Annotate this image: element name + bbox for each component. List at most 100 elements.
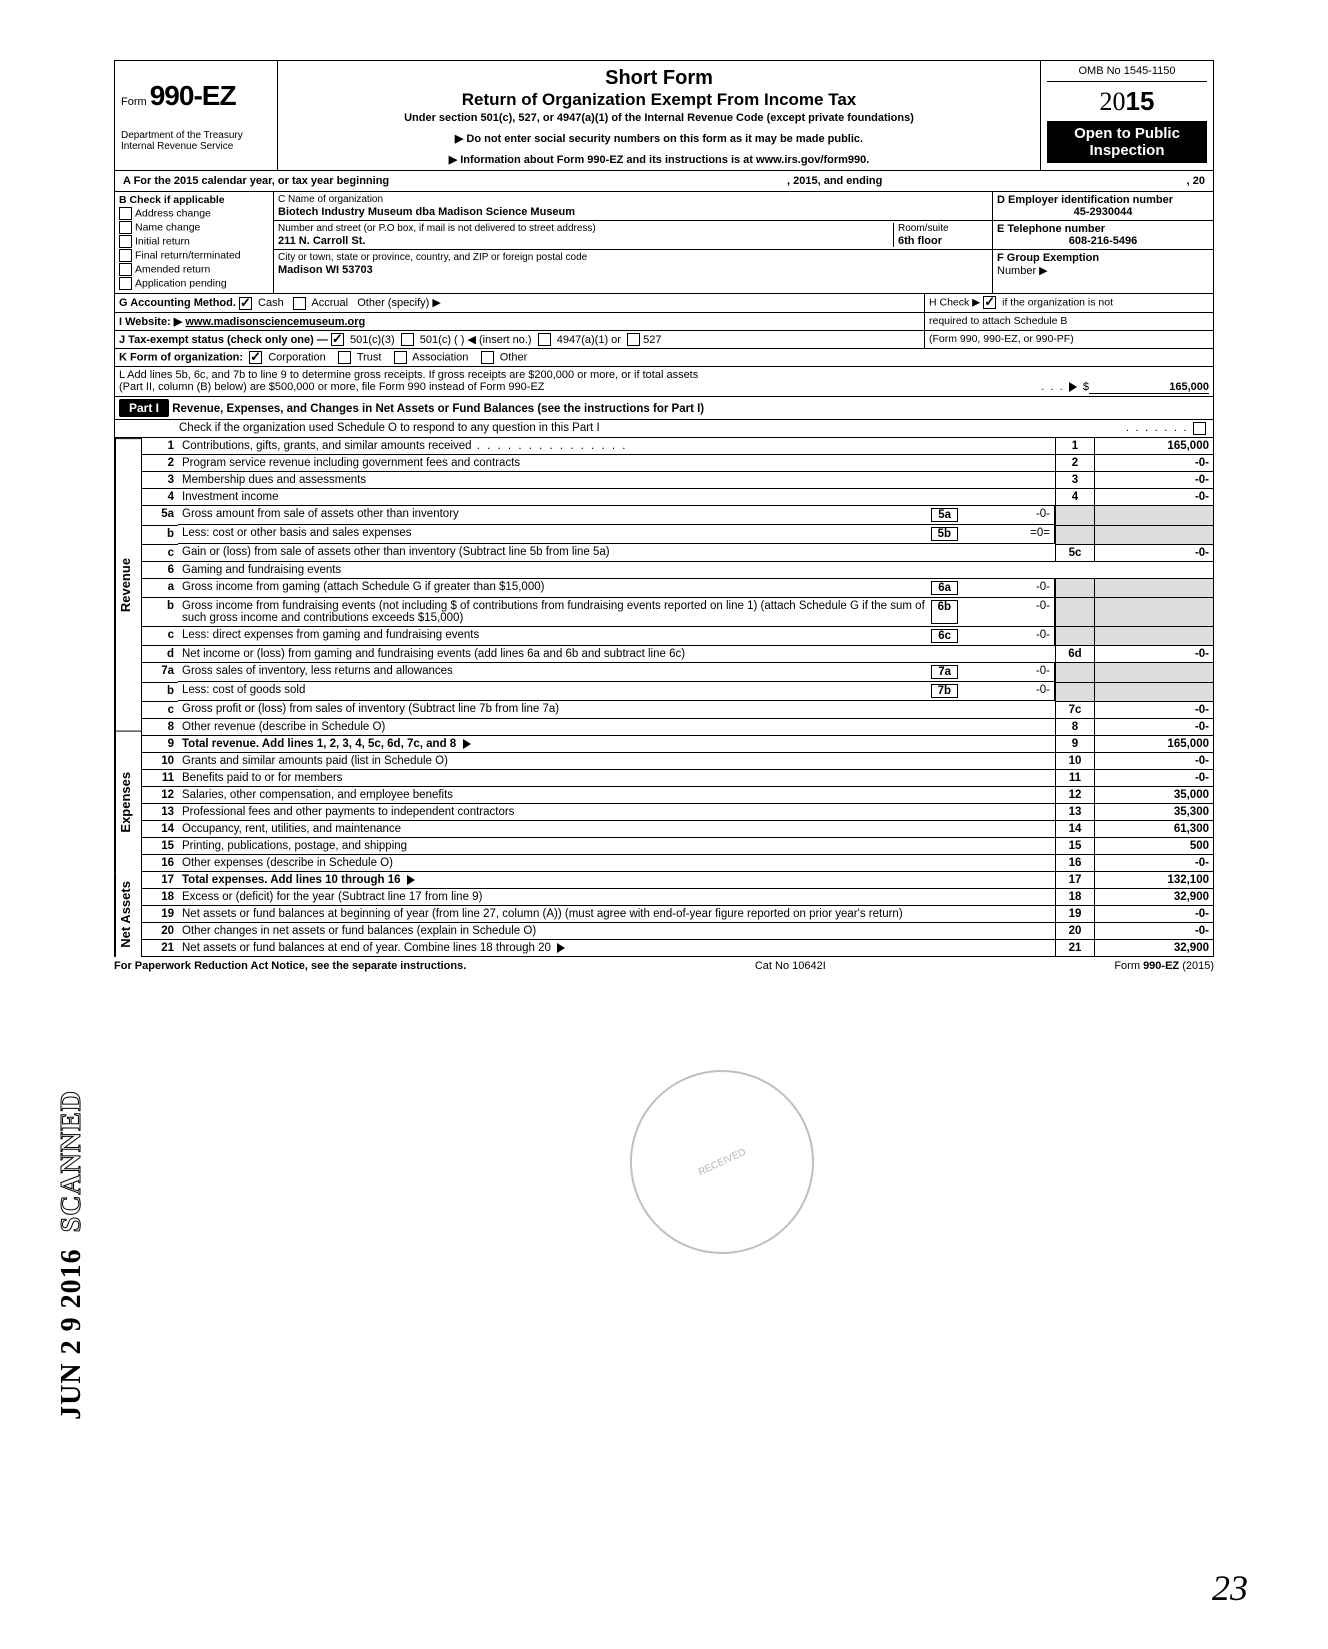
h-text2: if the organization is not <box>1002 296 1113 308</box>
chk-address-change[interactable]: Address change <box>119 207 269 220</box>
table-row: 1Contributions, gifts, grants, and simil… <box>142 438 1214 455</box>
footer-right: Form 990-EZ (2015) <box>1114 960 1214 972</box>
arrow-icon <box>1069 382 1077 392</box>
row-a-mid: , 2015, and ending <box>787 175 882 187</box>
part1-badge: Part I <box>119 399 169 417</box>
table-row: 21Net assets or fund balances at end of … <box>142 939 1214 956</box>
e-val: 608-216-5496 <box>997 235 1209 247</box>
row-k: K Form of organization: Corporation Trus… <box>114 349 1214 367</box>
table-row: 4Investment income4-0- <box>142 489 1214 506</box>
title-shortform: Short Form <box>284 67 1034 90</box>
d-label: D Employer identification number <box>997 194 1173 206</box>
dept-line2: Internal Revenue Service <box>121 141 271 152</box>
col-c: C Name of organization Biotech Industry … <box>274 192 992 293</box>
chk-name-change[interactable]: Name change <box>119 221 269 234</box>
footer-left: For Paperwork Reduction Act Notice, see … <box>114 960 466 972</box>
chk-amended-return[interactable]: Amended return <box>119 263 269 276</box>
b-label: B Check if applicable <box>119 194 225 206</box>
title-return: Return of Organization Exempt From Incom… <box>284 90 1034 110</box>
chk-501c[interactable] <box>401 333 414 346</box>
table-row: cGross profit or (loss) from sales of in… <box>142 701 1214 718</box>
omb-number: OMB No 1545-1150 <box>1047 65 1207 82</box>
subtitle: Under section 501(c), 527, or 4947(a)(1)… <box>284 112 1034 124</box>
header-mid: Short Form Return of Organization Exempt… <box>278 61 1041 170</box>
row-j: J Tax-exempt status (check only one) — 5… <box>114 331 1214 350</box>
table-row: 19Net assets or fund balances at beginni… <box>142 905 1214 922</box>
c-name-label: C Name of organization <box>278 194 988 205</box>
c-addr: 211 N. Carroll St. <box>278 235 893 247</box>
table-row: 8Other revenue (describe in Schedule O)8… <box>142 718 1214 735</box>
table-row: 17Total expenses. Add lines 10 through 1… <box>142 871 1214 888</box>
g-label: G Accounting Method. <box>119 297 236 309</box>
scanned-stamp: JUN 2 9 2016 SCANNED <box>58 1090 86 1420</box>
footer: For Paperwork Reduction Act Notice, see … <box>114 957 1214 975</box>
header-right: OMB No 1545-1150 2015 Open to Public Ins… <box>1041 61 1213 170</box>
label-revenue: Revenue <box>115 438 141 731</box>
side-labels: Revenue Expenses Net Assets <box>115 438 141 957</box>
chk-h[interactable] <box>983 296 996 309</box>
table-row: 12Salaries, other compensation, and empl… <box>142 786 1214 803</box>
chk-assoc[interactable] <box>394 351 407 364</box>
lines-container: Revenue Expenses Net Assets 1Contributio… <box>114 438 1214 957</box>
table-row: dNet income or (loss) from gaming and fu… <box>142 646 1214 663</box>
chk-accrual[interactable] <box>293 297 306 310</box>
chk-527[interactable] <box>627 333 640 346</box>
dept-line1: Department of the Treasury <box>121 130 271 141</box>
chk-part1-scho[interactable] <box>1193 422 1206 435</box>
table-row: cGain or (loss) from sale of assets othe… <box>142 544 1214 561</box>
open-to-public: Open to Public Inspection <box>1047 121 1207 163</box>
table-row: 2Program service revenue including gover… <box>142 455 1214 472</box>
part1-header-row: Part I Revenue, Expenses, and Changes in… <box>114 397 1214 420</box>
h-text4: (Form 990, 990-EZ, or 990-PF) <box>929 333 1074 345</box>
row-gh: G Accounting Method. Cash Accrual Other … <box>114 294 1214 313</box>
row-a-right: , 20 <box>1187 175 1205 187</box>
table-row: bLess: cost of goods sold7b-0- <box>142 682 1214 701</box>
chk-trust[interactable] <box>338 351 351 364</box>
table-row: 15Printing, publications, postage, and s… <box>142 837 1214 854</box>
i-label: I Website: ▶ <box>119 316 182 328</box>
table-row: bLess: cost or other basis and sales exp… <box>142 525 1214 544</box>
i-val: www.madisonsciencemuseum.org <box>185 316 365 328</box>
h-text3: required to attach Schedule B <box>929 315 1067 327</box>
l-text1: L Add lines 5b, 6c, and 7b to line 9 to … <box>119 369 1209 381</box>
arrow-icon <box>463 739 471 749</box>
form-prefix: Form <box>121 96 147 108</box>
h-text1: H Check ▶ <box>929 296 980 308</box>
chk-corp[interactable] <box>249 351 262 364</box>
table-row: 18Excess or (deficit) for the year (Subt… <box>142 888 1214 905</box>
table-row: 11Benefits paid to or for members11-0- <box>142 769 1214 786</box>
c-addr-label: Number and street (or P.O box, if mail i… <box>278 223 893 234</box>
f-label2: Number ▶ <box>997 265 1048 277</box>
received-stamp: RECEIVED <box>600 1040 845 1285</box>
c-city: Madison WI 53703 <box>278 264 988 276</box>
d-val: 45-2930044 <box>997 206 1209 218</box>
j-label: J Tax-exempt status (check only one) — <box>119 334 328 346</box>
footer-mid: Cat No 10642I <box>755 960 826 972</box>
chk-4947[interactable] <box>538 333 551 346</box>
label-expenses: Expenses <box>115 731 141 873</box>
k-label: K Form of organization: <box>119 352 243 364</box>
chk-other[interactable] <box>481 351 494 364</box>
table-row: 7aGross sales of inventory, less returns… <box>142 663 1214 683</box>
table-row: 10Grants and similar amounts paid (list … <box>142 752 1214 769</box>
table-row: aGross income from gaming (attach Schedu… <box>142 578 1214 598</box>
table-row: 16Other expenses (describe in Schedule O… <box>142 854 1214 871</box>
part1-check-text: Check if the organization used Schedule … <box>119 422 1126 435</box>
part1-title: Revenue, Expenses, and Changes in Net As… <box>172 403 704 415</box>
arrow-icon <box>557 943 565 953</box>
c-name: Biotech Industry Museum dba Madison Scie… <box>278 206 988 218</box>
table-row: cLess: direct expenses from gaming and f… <box>142 627 1214 646</box>
chk-501c3[interactable] <box>331 333 344 346</box>
row-a: A For the 2015 calendar year, or tax yea… <box>114 171 1214 192</box>
chk-final-return[interactable]: Final return/terminated <box>119 249 269 262</box>
table-row: 9Total revenue. Add lines 1, 2, 3, 4, 5c… <box>142 735 1214 752</box>
chk-application-pending[interactable]: Application pending <box>119 277 269 290</box>
l-text2: (Part II, column (B) below) are $500,000… <box>119 381 1041 394</box>
c-room-label: Room/suite <box>898 223 988 234</box>
chk-initial-return[interactable]: Initial return <box>119 235 269 248</box>
col-b: B Check if applicable Address change Nam… <box>115 192 274 293</box>
form-number: 990-EZ <box>150 80 236 111</box>
chk-cash[interactable] <box>239 297 252 310</box>
year-bold: 15 <box>1126 86 1155 116</box>
table-row: 14Occupancy, rent, utilities, and mainte… <box>142 820 1214 837</box>
